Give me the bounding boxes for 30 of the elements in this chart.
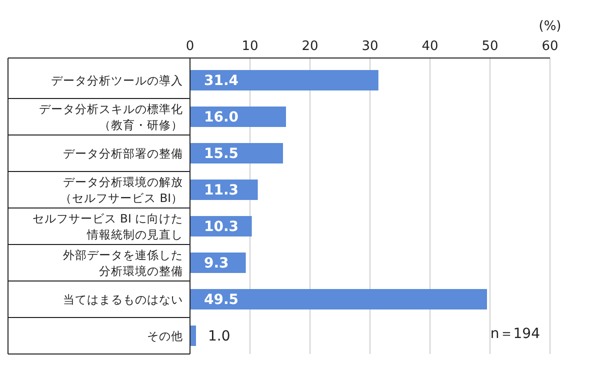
y-tick-label: データ分析スキルの標準化（教育・研修） [39,102,183,132]
bar [190,70,378,90]
text: (%) [538,19,562,34]
bar [190,289,487,310]
x-tick-label: 60 [542,39,558,54]
bar [190,143,283,164]
x-tick-label: 50 [482,39,498,54]
data-label: 9.3 [204,256,229,272]
data-label: 1.0 [208,328,230,345]
data-label: 16.0 [204,110,239,126]
data-label: 11.3 [204,182,239,199]
y-tick-label: 外部データを連係した分析環境の整備 [63,248,183,278]
x-tick-label: 30 [362,39,378,54]
y-tick-label: セルフサービス BI に向けた情報統制の見直し [32,211,183,242]
bar [190,326,196,346]
data-label: 49.5 [204,292,239,308]
x-tick-label: 40 [422,39,438,54]
y-tick-label: その他 [147,328,183,343]
y-tick-label: データ分析環境の解放（セルフサービス BI） [60,174,183,205]
y-tick-label: データ分析ツールの導入 [51,73,183,88]
x-tick-label: 0 [186,39,194,54]
bar [190,106,286,127]
data-label: 10.3 [204,219,239,236]
annotation: n＝194 [490,326,540,342]
y-tick-label: データ分析部署の整備 [63,146,183,160]
y-tick-label: 当てはまるものはない [63,292,183,306]
data-label: 31.4 [204,73,239,90]
x-tick-label: 10 [242,39,258,54]
x-tick-label: 20 [302,39,318,54]
data-label: 15.5 [204,146,239,162]
